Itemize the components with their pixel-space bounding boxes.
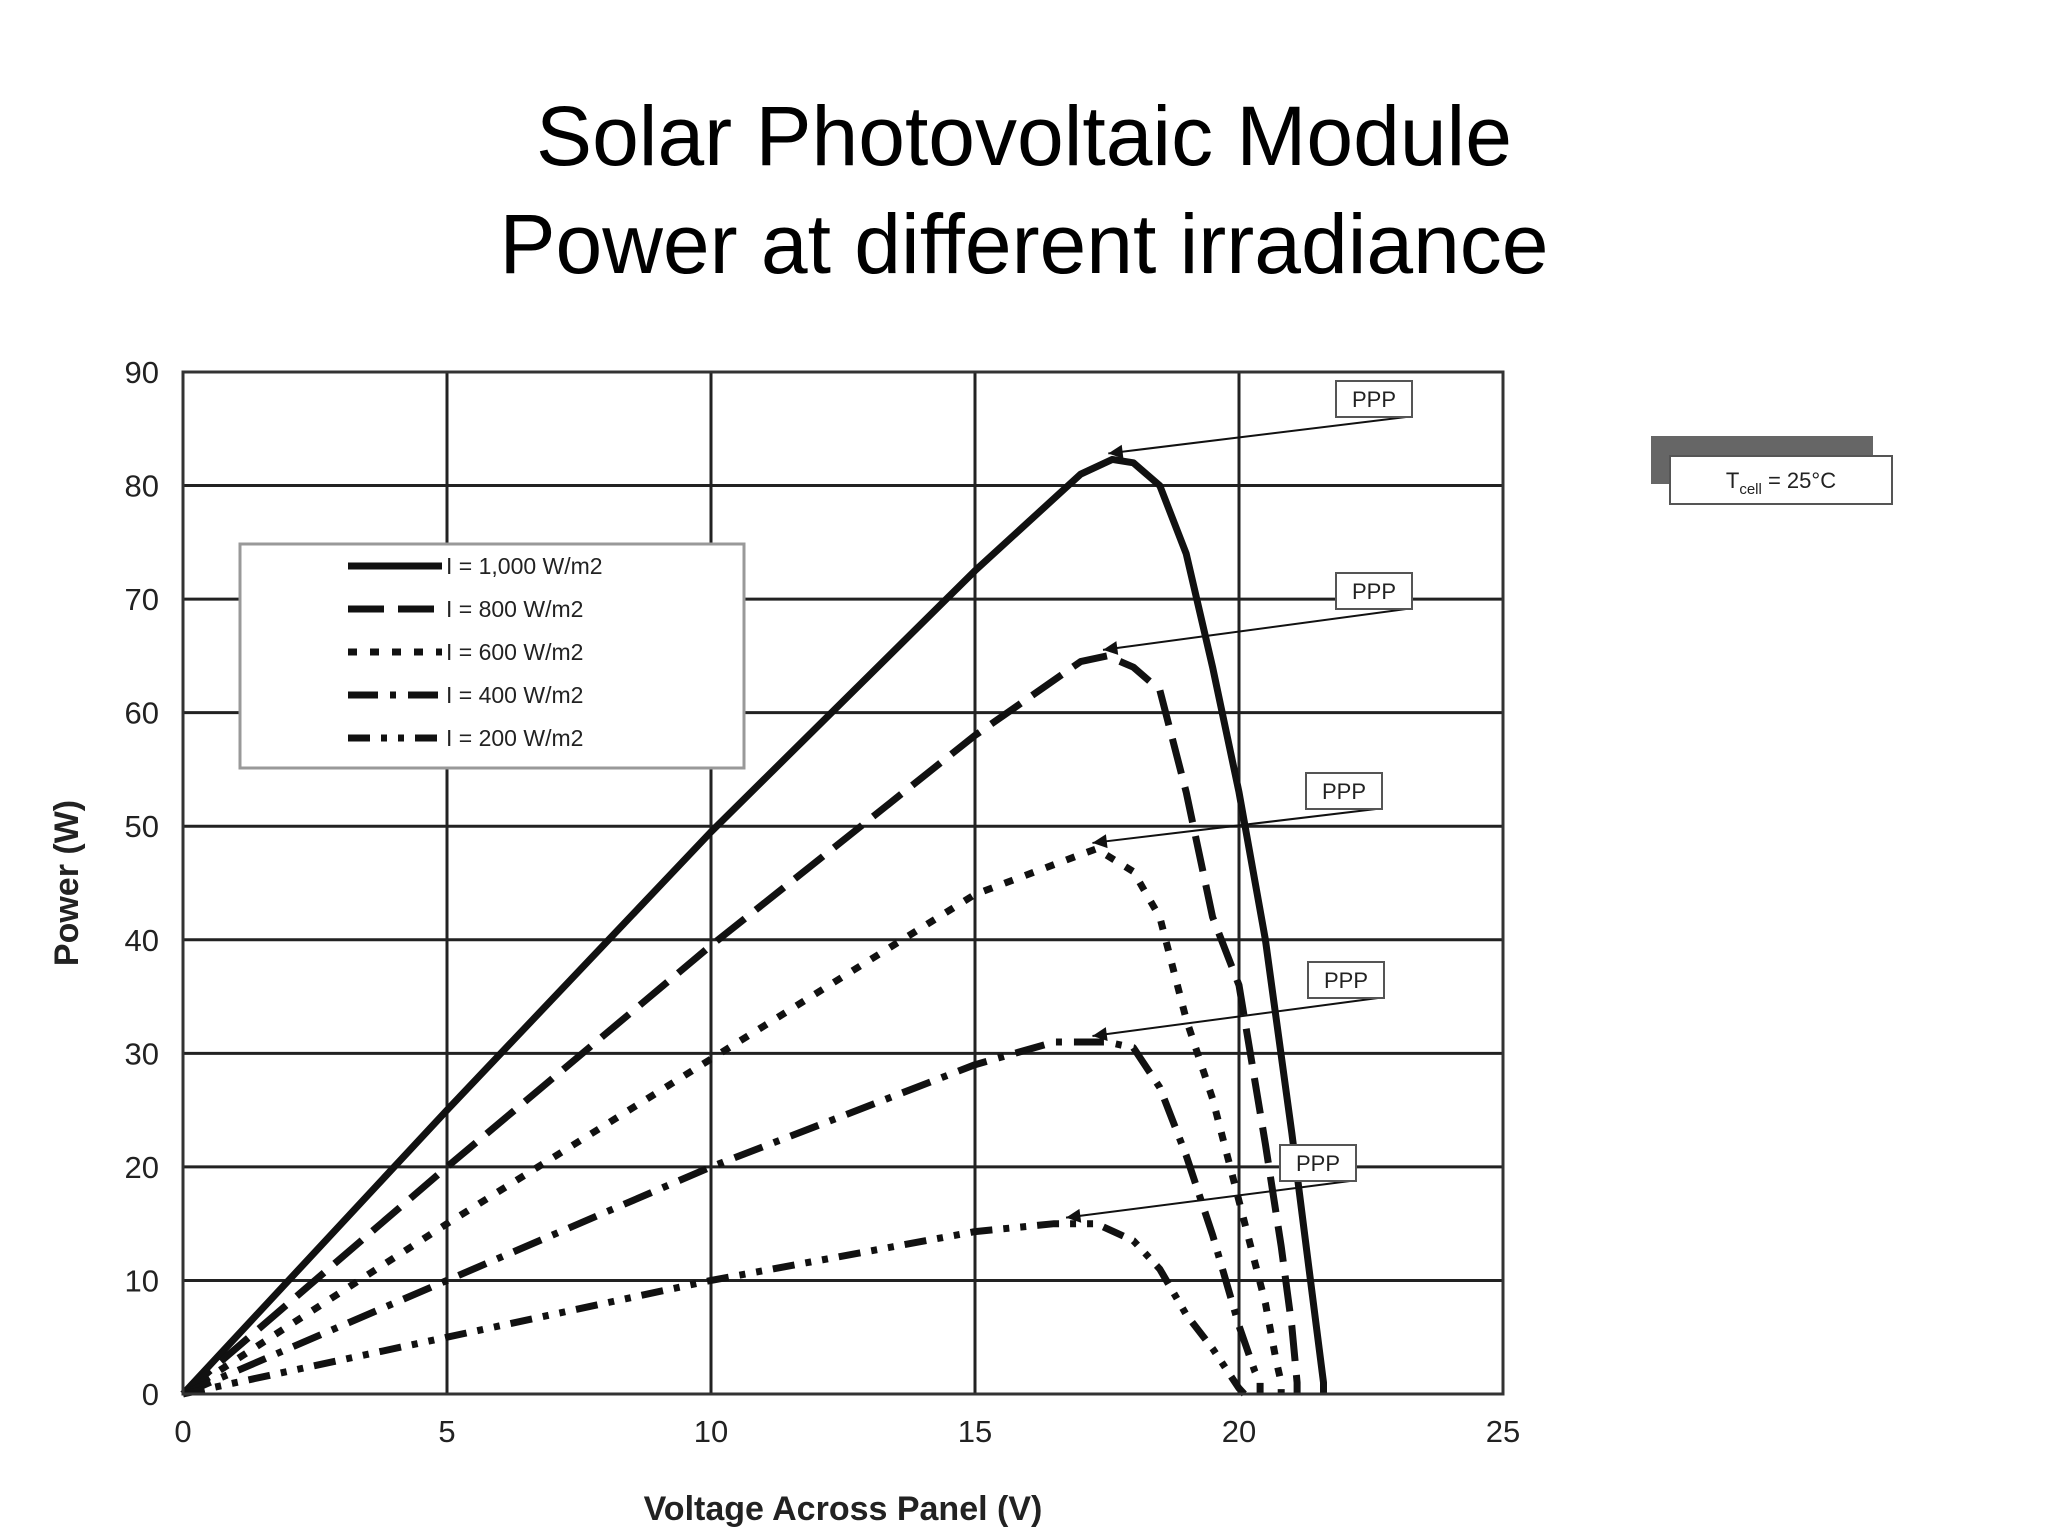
y-axis-label: Power (W): [48, 800, 86, 966]
legend-label-5: I = 200 W/m2: [446, 725, 583, 751]
y-tick-label: 50: [125, 809, 159, 844]
ppp-annotations: PPP PPP PPP PPP PPP: [1065, 380, 1413, 1223]
legend-box: [238, 542, 746, 770]
ppp-pointer-5: [1065, 1180, 1351, 1219]
ppp-label-2: PPP: [1352, 579, 1396, 604]
ppp-box-3: [1305, 772, 1383, 810]
ppp-pointer-2: [1102, 608, 1407, 651]
y-tick-label: 90: [125, 355, 159, 390]
x-tick-label: 20: [1222, 1414, 1256, 1449]
ppp-pointer-3: [1092, 808, 1377, 844]
series-line-4: [181, 1038, 1264, 1398]
y-tick-label: 40: [125, 923, 159, 958]
x-tick-label: 25: [1486, 1414, 1520, 1449]
ppp-box-2: [1335, 572, 1413, 610]
ppp-pointer-1: [1108, 416, 1407, 455]
ppp-arrowhead-2: [1103, 641, 1119, 655]
ppp-arrowhead-1: [1108, 444, 1124, 459]
legend-label-1: I = 1,000 W/m2: [446, 553, 603, 579]
ppp-label-4: PPP: [1324, 968, 1368, 993]
ppp-arrowhead-5: [1066, 1208, 1082, 1223]
series-line-3: [181, 845, 1285, 1397]
ppp-arrowhead-4: [1092, 1027, 1108, 1041]
x-tick-label: 0: [174, 1414, 191, 1449]
series-line-5: [182, 1220, 1247, 1398]
y-tick-label: 10: [125, 1263, 159, 1298]
y-tick-label: 70: [125, 582, 159, 617]
temperature-subscript: cell: [1739, 481, 1762, 498]
temperature-value: = 25°C: [1762, 468, 1836, 493]
ppp-box-5: [1279, 1144, 1357, 1182]
ppp-box-4: [1307, 961, 1385, 999]
y-tick-label: 30: [125, 1036, 159, 1071]
temperature-base: T: [1726, 468, 1739, 493]
ppp-label-5: PPP: [1296, 1151, 1340, 1176]
chart-title: Solar Photovoltaic Module: [536, 89, 1512, 183]
y-tick-label: 20: [125, 1150, 159, 1185]
tick-labels: 0 10 20 30 40 50 60 70 80 90 0 5 10 15 20 25: [125, 355, 1521, 1449]
temperature-label: Tcell = 25°C: [1726, 468, 1836, 498]
x-tick-label: 5: [438, 1414, 455, 1449]
legend-label-4: I = 400 W/m2: [446, 682, 583, 708]
ppp-arrowhead-3: [1092, 834, 1108, 849]
x-axis-label: Voltage Across Panel (V): [644, 1490, 1043, 1528]
ppp-pointer-4: [1092, 997, 1379, 1037]
y-tick-label: 0: [142, 1377, 159, 1412]
ppp-label-3: PPP: [1322, 779, 1366, 804]
y-tick-label: 80: [125, 469, 159, 504]
x-tick-label: 15: [958, 1414, 992, 1449]
chart-subtitle: Power at different irradiance: [499, 197, 1549, 291]
legend: I = 1,000 W/m2 I = 800 W/m2 I = 600 W/m2 I …: [238, 542, 746, 770]
legend-label-3: I = 600 W/m2: [446, 639, 583, 665]
x-tick-label: 10: [694, 1414, 728, 1449]
y-tick-label: 60: [125, 696, 159, 731]
series-lines: [180, 455, 1327, 1398]
temperature-box: [1669, 455, 1893, 505]
ppp-label-1: PPP: [1352, 387, 1396, 412]
ppp-box-1: [1335, 380, 1413, 418]
plot-frame: [181, 370, 1505, 1396]
series-line-1: [180, 455, 1327, 1397]
legend-label-2: I = 800 W/m2: [446, 596, 583, 622]
series-line-2: [180, 652, 1301, 1397]
cell-temperature-box: Tcell = 25°C: [1651, 436, 1893, 505]
